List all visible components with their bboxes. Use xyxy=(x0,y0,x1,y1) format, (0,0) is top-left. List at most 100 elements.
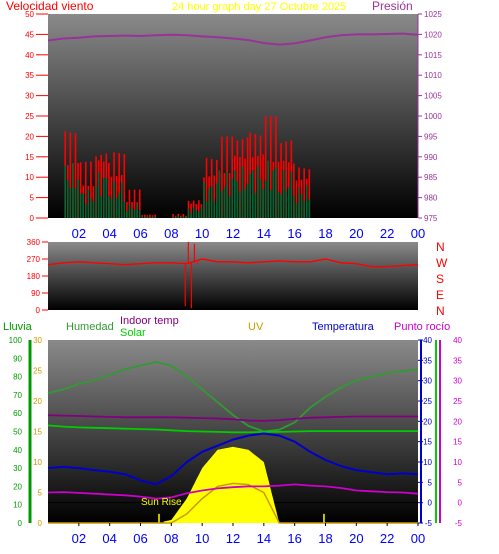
wind-avg-bar xyxy=(74,188,77,218)
gust-bar xyxy=(154,214,156,218)
wind-direction-panel xyxy=(48,242,418,310)
dewpoint-tick-label: 10 xyxy=(453,458,462,467)
wind-avg-bar xyxy=(308,199,311,218)
dewpoint-line xyxy=(47,483,419,500)
gust-bar xyxy=(275,116,277,218)
wind-avg-bar xyxy=(131,207,133,218)
hour-label: 06 xyxy=(133,226,147,241)
uv-tick-label: 30 xyxy=(33,336,42,345)
temperature-tick-label: 35 xyxy=(423,356,432,365)
dewpoint-tick-label: 20 xyxy=(453,417,462,426)
temperature-tick-label: -5 xyxy=(425,519,433,528)
wind-avg-bar xyxy=(228,195,231,218)
wind-avg-bar xyxy=(282,170,285,218)
pressure-tick-label: 1020 xyxy=(424,30,442,39)
gust-bar xyxy=(141,215,144,218)
hour-label: 20 xyxy=(349,531,363,546)
wind-avg-bar xyxy=(305,185,308,218)
gust-bar xyxy=(246,137,249,218)
rain-tick-label: 80 xyxy=(13,373,22,382)
direction-tick-label: 90 xyxy=(31,289,40,298)
temperature-tick-label: 30 xyxy=(423,377,432,386)
wind-tick-label: 10 xyxy=(25,173,34,182)
wind-avg-bar xyxy=(262,189,264,218)
gust-bar xyxy=(144,214,146,218)
compass-w: W xyxy=(436,256,448,270)
hour-label: 16 xyxy=(287,531,301,546)
wind-avg-bar xyxy=(269,190,272,218)
wind-avg-bar xyxy=(128,204,131,218)
wind-avg-bar xyxy=(231,178,234,218)
uv-tick-label: 5 xyxy=(38,489,43,498)
pressure-tick-label: 1025 xyxy=(424,10,442,19)
rain-tick-label: 0 xyxy=(18,519,23,528)
hour-label: 00 xyxy=(411,226,425,241)
gust-bar xyxy=(128,189,131,218)
sunrise-label: Sun Rise xyxy=(141,497,182,508)
gust-bar xyxy=(308,169,311,218)
wind-avg-bar xyxy=(226,171,228,218)
wind-avg-bar xyxy=(239,191,241,218)
dewpoint-tick-label: 25 xyxy=(453,397,462,406)
gust-bar xyxy=(236,140,239,218)
gust-bar xyxy=(190,203,192,218)
direction-line xyxy=(47,258,419,268)
wind-avg-bar xyxy=(92,201,95,218)
gust-bar xyxy=(254,133,257,218)
wind-avg-bar xyxy=(290,171,293,218)
wind-avg-bar xyxy=(177,216,180,218)
uv-tick-label: 25 xyxy=(33,367,42,376)
gust-bar xyxy=(228,173,231,218)
wind-avg-bar xyxy=(303,201,305,218)
rain-tick-label: 70 xyxy=(13,391,22,400)
legend-humidity: Humedad xyxy=(66,321,114,333)
wind-avg-bar xyxy=(198,212,200,218)
rain-tick-label: 60 xyxy=(13,409,22,418)
wind-avg-bar xyxy=(264,180,267,218)
wind-avg-bar xyxy=(280,193,282,218)
gust-bar xyxy=(108,163,110,218)
gust-bar xyxy=(133,189,136,218)
legend-dewpoint: Punto rocío xyxy=(394,321,450,333)
wind-avg-bar xyxy=(295,203,298,218)
wind-tick-label: 35 xyxy=(25,71,34,80)
pressure-tick-label: 985 xyxy=(424,173,438,182)
direction-tick-label: 270 xyxy=(27,255,41,264)
temperature-tick-label: 5 xyxy=(428,478,433,487)
humidity-line xyxy=(47,361,419,433)
gust-bar xyxy=(221,136,223,218)
gust-bar xyxy=(277,161,280,218)
wind-avg-bar xyxy=(210,186,213,218)
wind-avg-bar xyxy=(234,170,236,218)
wind-avg-bar xyxy=(251,169,254,218)
rain-tick-label: 40 xyxy=(13,446,22,455)
legend-temperature: Temperatura xyxy=(312,321,375,333)
legend-solar: Solar xyxy=(120,327,146,339)
wind-avg-bar xyxy=(223,186,226,218)
gust-bar xyxy=(100,154,102,218)
wind-avg-bar xyxy=(205,200,208,218)
hour-label: 08 xyxy=(164,226,178,241)
gust-bar xyxy=(262,154,264,218)
uv-tick-label: 20 xyxy=(33,397,42,406)
wind-avg-bar xyxy=(187,208,190,218)
gust-bar xyxy=(79,162,82,218)
pressure-tick-label: 980 xyxy=(424,194,438,203)
wind-avg-bar xyxy=(66,180,69,218)
rain-tick-label: 90 xyxy=(13,354,22,363)
wind-avg-bar xyxy=(195,210,198,218)
hour-label: 02 xyxy=(72,531,86,546)
wind-avg-bar xyxy=(293,195,295,218)
temperature-tick-label: 10 xyxy=(423,458,432,467)
wind-avg-bar xyxy=(133,210,136,218)
temperature-tick-label: 0 xyxy=(428,499,433,508)
gust-bar xyxy=(231,136,234,218)
gust-bar xyxy=(295,180,298,218)
wind-avg-bar xyxy=(246,183,249,218)
dewpoint-tick-label: 0 xyxy=(458,499,463,508)
wind-avg-bar xyxy=(100,196,102,218)
gust-bar xyxy=(115,175,118,218)
hour-label: 12 xyxy=(226,226,240,241)
wind-avg-bar xyxy=(257,166,259,218)
gust-bar xyxy=(244,158,246,218)
